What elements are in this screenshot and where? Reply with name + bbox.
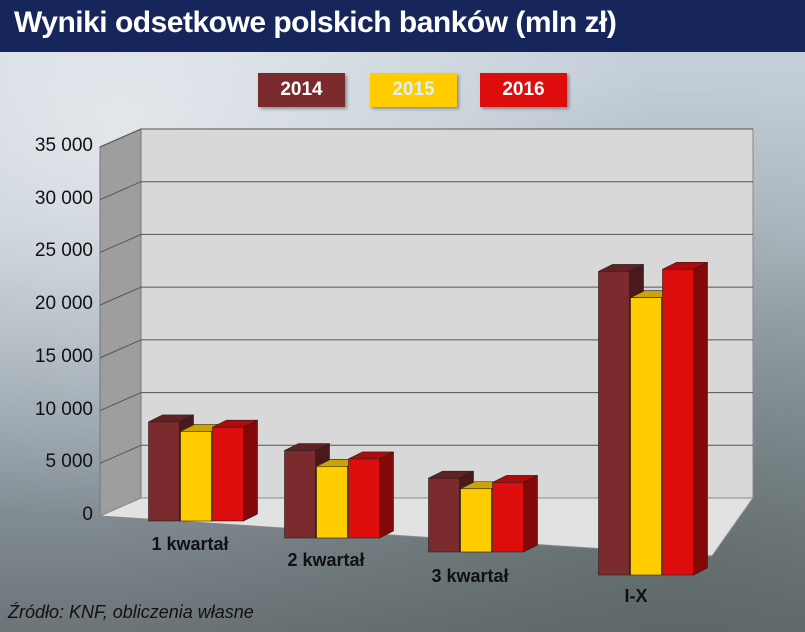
bar-2015-0 xyxy=(180,431,212,522)
y-tick-label: 25 000 xyxy=(34,240,93,262)
bar-2015-1 xyxy=(316,466,348,539)
side-wall xyxy=(99,128,142,517)
y-tick-label: 15 000 xyxy=(34,345,93,367)
gridline xyxy=(99,286,753,306)
bar-2015-2 xyxy=(460,488,492,553)
bar-2014-1 xyxy=(284,450,316,539)
y-tick-label: 5 000 xyxy=(45,451,93,473)
bar-side-2016-3 xyxy=(693,261,708,576)
gridline xyxy=(99,233,753,253)
bar-side-2016-0 xyxy=(243,419,258,522)
bar-2014-3 xyxy=(598,271,630,576)
gridline xyxy=(99,339,753,359)
title-bar: Wyniki odsetkowe polskich banków (mln zł… xyxy=(0,0,805,52)
bar-2016-2 xyxy=(492,482,524,553)
y-tick-label: 35 000 xyxy=(34,135,93,156)
bar-side-2016-1 xyxy=(379,451,394,539)
chart-title: Wyniki odsetkowe polskich banków (mln zł… xyxy=(14,6,617,39)
gridline xyxy=(99,128,753,148)
x-tick-label: 3 kwartał xyxy=(431,566,509,586)
y-tick-label: 0 xyxy=(82,504,93,525)
x-tick-label: 1 kwartał xyxy=(151,534,229,554)
bar-2014-2 xyxy=(428,477,460,553)
bar-2016-0 xyxy=(212,426,244,522)
y-tick-label: 10 000 xyxy=(34,398,93,420)
x-tick-label: 2 kwartał xyxy=(287,550,365,570)
y-tick-label: 20 000 xyxy=(34,293,93,315)
legend-item-2014: 2014 xyxy=(258,73,345,107)
legend-item-2015: 2015 xyxy=(370,73,457,107)
bar-side-2016-2 xyxy=(523,474,538,553)
gridline xyxy=(99,181,753,201)
bar-2016-1 xyxy=(348,458,380,539)
legend-item-2016: 2016 xyxy=(480,73,567,107)
gridline xyxy=(99,392,753,412)
x-tick-label: I-X xyxy=(624,586,648,606)
bar-2014-0 xyxy=(148,421,180,522)
gridline xyxy=(99,444,753,464)
source-note: Źródło: KNF, obliczenia własne xyxy=(8,602,254,622)
bar-2016-3 xyxy=(662,268,694,576)
bar-2015-3 xyxy=(630,297,662,576)
y-tick-label: 30 000 xyxy=(34,187,93,209)
